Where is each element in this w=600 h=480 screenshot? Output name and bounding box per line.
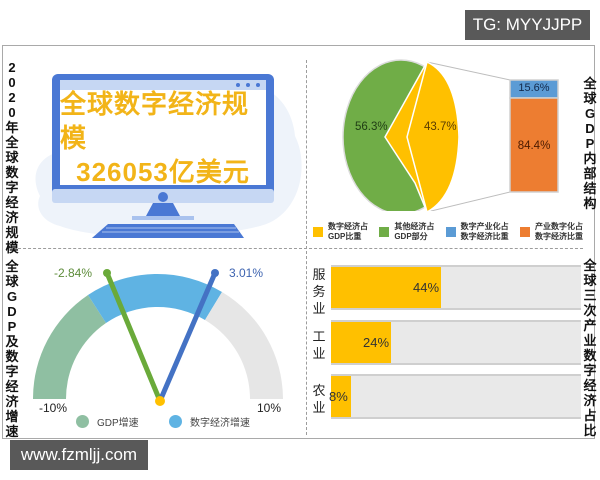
legend-item-industrial-digitalization: 产业数字化占 数字经济比重 bbox=[519, 222, 583, 242]
bar-fill bbox=[331, 267, 441, 308]
panel-growth-gauge: 全球GDP及数字经济增速 -2.84% 3.01% -10% 10% GDP增速… bbox=[2, 249, 306, 439]
monitor-screen-text: 全球数字经济规模 326053亿美元 bbox=[60, 89, 266, 187]
gauge-min-label: -10% bbox=[39, 401, 68, 415]
legend-dot bbox=[169, 415, 182, 428]
gauge-chart bbox=[32, 269, 283, 406]
bar-row-industry: 24% bbox=[331, 320, 581, 365]
pie-legend: 数字经济占 GDP比重 其他经济占 GDP部分 数字产业化占 数字经济比重 产业数字化… bbox=[313, 222, 583, 242]
legend-item-digital-industrialization: 数字产业化占 数字经济比重 bbox=[445, 222, 509, 242]
legend-line: 数字经济占 bbox=[328, 222, 368, 231]
bar-row-services: 44% bbox=[331, 265, 581, 310]
legend-line: GDP比重 bbox=[328, 232, 362, 241]
top-right-watermark-badge: TG: MYYJJPP bbox=[465, 10, 590, 40]
legend-label: 数字经济增速 bbox=[190, 418, 250, 429]
legend-swatch bbox=[379, 227, 390, 237]
gdp-growth-value: -2.84% bbox=[54, 266, 93, 280]
bar-value: 8% bbox=[329, 389, 348, 404]
panel-gdp-structure: 56.3% 43.7% 15.6% 84.4% 全球GDP内部结构 数字经济占 G… bbox=[307, 46, 597, 248]
legend-line: GDP部分 bbox=[394, 232, 428, 241]
horizontal-divider bbox=[18, 248, 583, 249]
gauge-legend-gdp: GDP增速 bbox=[76, 414, 139, 429]
legend-item-digital-gdp: 数字经济占 GDP比重 bbox=[313, 222, 368, 242]
screen-value: 326053亿美元 bbox=[76, 157, 250, 187]
legend-line: 产业数字化占 bbox=[534, 222, 583, 231]
stacked-bar bbox=[509, 79, 559, 193]
gauge-legend-digital: 数字经济增速 bbox=[169, 414, 250, 429]
scale-side-title: 2020年全球数字经济规模 bbox=[5, 60, 19, 255]
category-services: 服务业 bbox=[312, 267, 326, 316]
legend-dot bbox=[76, 415, 89, 428]
legend-swatch bbox=[445, 227, 456, 237]
legend-line: 数字经济比重 bbox=[534, 232, 583, 241]
monitor-illustration bbox=[35, 74, 302, 238]
legend-text: 产业数字化占 数字经济比重 bbox=[535, 222, 583, 242]
pie-of-bar-chart bbox=[342, 59, 559, 211]
legend-line: 数字产业化占 bbox=[460, 222, 509, 231]
legend-text: 数字产业化占 数字经济比重 bbox=[461, 222, 509, 242]
vertical-divider bbox=[306, 60, 307, 435]
industry-side-title: 全球三次产业数字经济占比 bbox=[583, 258, 597, 438]
growth-side-title: 全球GDP及数字经济增速 bbox=[5, 259, 19, 439]
watermark-text: TG: MYYJJPP bbox=[472, 15, 583, 34]
legend-item-other-gdp: 其他经济占 GDP部分 bbox=[379, 222, 434, 242]
pie-chart bbox=[342, 59, 460, 211]
bottom-left-url-badge: www.fzmljj.com bbox=[10, 440, 148, 470]
pie-label-other: 56.3% bbox=[355, 121, 388, 133]
bar-fill bbox=[331, 322, 391, 363]
legend-swatch bbox=[313, 227, 323, 237]
bar-fill bbox=[331, 376, 351, 417]
legend-label: GDP增速 bbox=[97, 418, 139, 429]
url-text: www.fzmljj.com bbox=[20, 445, 138, 464]
category-industry: 工业 bbox=[312, 329, 326, 361]
bar-label-digital-industrialization: 15.6% bbox=[518, 82, 550, 94]
digital-growth-value: 3.01% bbox=[229, 266, 264, 280]
legend-text: 其他经济占 GDP部分 bbox=[394, 222, 434, 242]
screen-headline: 全球数字经济规模 bbox=[60, 89, 250, 153]
legend-swatch bbox=[519, 227, 530, 237]
panel-digital-economy-scale: 2020年全球数字经济规模 全球数字经济规模 326053亿美元 bbox=[2, 46, 306, 255]
legend-line: 其他经济占 bbox=[394, 222, 435, 231]
infographic-frame bbox=[2, 45, 595, 439]
bar-value: 44% bbox=[413, 280, 440, 295]
gauge-max-label: 10% bbox=[257, 401, 282, 415]
pie-label-digital: 43.7% bbox=[424, 121, 457, 133]
legend-text: 数字经济占 GDP比重 bbox=[328, 222, 368, 242]
category-agriculture: 农业 bbox=[312, 383, 326, 415]
bar-value: 24% bbox=[363, 335, 390, 350]
legend-line: 数字经济比重 bbox=[460, 232, 509, 241]
bar-row-agriculture: 8% bbox=[329, 374, 581, 419]
bar-label-industrial-digitalization: 84.4% bbox=[517, 140, 551, 152]
structure-side-title: 全球GDP内部结构 bbox=[583, 76, 597, 211]
